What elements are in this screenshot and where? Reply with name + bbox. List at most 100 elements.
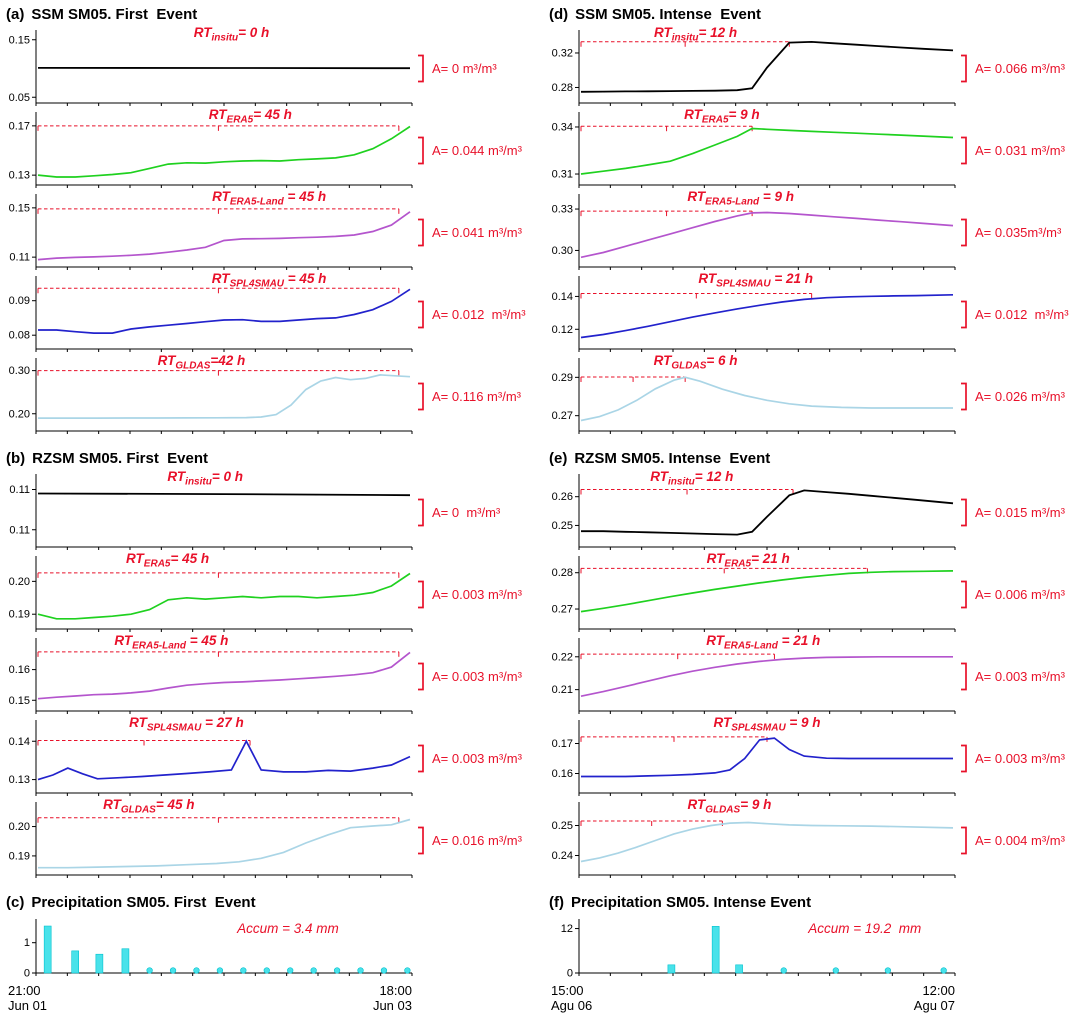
rt-prefix: RT <box>103 797 121 812</box>
amplitude-bracket <box>961 826 967 855</box>
series-line-SPL4SMAU <box>580 293 954 339</box>
rt-value: = 0 h <box>211 469 243 484</box>
rt-series-subscript: ERA5-Land <box>723 640 778 652</box>
y-tick-label: 0 <box>24 968 30 980</box>
y-tick-label: 0.17 <box>552 738 573 750</box>
panel-label: (a) <box>6 6 25 23</box>
precip-bar <box>711 926 720 974</box>
y-tick-label: 0.15 <box>9 34 30 46</box>
amplitude-bracket <box>418 826 424 855</box>
amplitude-bracket <box>418 580 424 609</box>
x-time-right: 18:00 <box>379 983 412 998</box>
series-line-ERA5 <box>37 125 411 178</box>
rt-value: = 27 h <box>201 715 244 730</box>
rt-prefix: RT <box>157 353 176 368</box>
panel-title-text: Precipitation SM05. Intense Event <box>571 894 812 911</box>
series-line-SPL4SMAU <box>581 737 953 778</box>
y-tick-label: 0.11 <box>9 484 30 496</box>
precip-bar <box>121 948 130 974</box>
accum-label-f: Accum = 19.2 mm <box>808 921 922 936</box>
rt-value: = 12 h <box>694 469 734 484</box>
precip-bar <box>71 950 79 974</box>
subplot-b-GLDAS: 0.20 0.19 RTGLDAS= 45 h A= 0.016 m³/m³ <box>0 797 543 881</box>
rt-series-subscript: insitu <box>211 32 239 44</box>
y-tick-label: 0.16 <box>9 664 30 676</box>
precip-dot <box>380 967 388 974</box>
y-tick-label: 0.09 <box>9 295 30 307</box>
plot-d-SPL4SMAU: 0.14 0.12 <box>552 276 967 352</box>
precip-dot <box>169 967 177 974</box>
series-line-GLDAS <box>580 376 953 422</box>
panel-title-text: SSM SM05. Intense Event <box>575 6 762 23</box>
subplot-d-GLDAS: 0.29 0.27 RTGLDAS= 6 h A= 0.026 m³/m³ <box>543 353 1086 437</box>
y-tick-label: 0.34 <box>552 121 573 133</box>
plot-a-SPL4SMAU: 0.09 0.08 <box>9 276 424 352</box>
rt-series-subscript: ERA5 <box>701 114 729 126</box>
amplitude-bracket <box>961 218 967 247</box>
plot-b-SPL4SMAU: 0.14 0.13 <box>9 720 424 796</box>
amplitude-label-d-insitu: A= 0.066 m³/m³ <box>975 60 1065 76</box>
plot-e-insitu: 0.26 0.25 <box>552 474 967 550</box>
y-tick-label: 12 <box>561 923 573 935</box>
subplot-b-ERA5-Land: 0.16 0.15 RTERA5-Land = 45 h A= 0.003 m³/m³ <box>0 633 543 717</box>
rt-prefix: RT <box>653 353 672 368</box>
rt-prefix: RT <box>114 633 133 648</box>
panel-title-text: Precipitation SM05. First Event <box>31 894 256 911</box>
subplot-a-ERA5-Land: 0.15 0.11 RTERA5-Land = 45 h A= 0.041 m³/m³ <box>0 189 543 273</box>
y-tick-label: 0.21 <box>552 684 573 696</box>
series-line-insitu <box>580 40 954 93</box>
amplitude-bracket <box>418 498 424 527</box>
subplot-d-SPL4SMAU: 0.14 0.12 RTSPL4SMAU = 21 h A= 0.012 m³/m³ <box>543 271 1086 355</box>
rt-series-subscript: ERA5-Land <box>705 196 760 208</box>
y-tick-label: 0.25 <box>552 520 573 532</box>
subplot-e-ERA5-Land: 0.22 0.21 RTERA5-Land = 21 h A= 0.003 m³/m³ <box>543 633 1086 717</box>
panel-d-title: (d) SSM SM05. Intense Event <box>543 0 1086 27</box>
rt-label-a-ERA5: RTERA5= 45 h <box>209 107 292 126</box>
precip-dot <box>240 967 247 974</box>
series-line-ERA5 <box>580 127 954 175</box>
x-axis-label-left: 21:00 Jun 01 <box>8 983 47 1013</box>
amplitude-bracket <box>961 498 967 527</box>
precip-plot-c: 1 0 Accum = 3.4 mm <box>0 915 543 983</box>
rt-series-subscript: ERA5 <box>143 558 171 570</box>
panel-e: (e) RZSM SM05. Intense Event 0.26 0.25 RTins… <box>543 444 1086 888</box>
y-tick-label: 0.30 <box>552 245 573 257</box>
subplot-b-insitu: 0.11 0.11 RTinsitu= 0 h A= 0 m³/m³ <box>0 469 543 553</box>
x-time-left: 21:00 <box>8 983 41 998</box>
rt-prefix: RT <box>650 469 669 484</box>
rt-series-subscript: insitu <box>185 476 212 488</box>
y-tick-label: 0.26 <box>552 491 573 503</box>
plot-b-ERA5: 0.20 0.19 <box>9 556 424 632</box>
plot-a-GLDAS: 0.30 0.20 <box>9 358 424 434</box>
y-tick-label: 0.13 <box>9 774 30 786</box>
rt-value: = 45 h <box>155 797 195 812</box>
y-tick-label: 0.32 <box>552 47 573 59</box>
rt-series-subscript: insitu <box>668 476 695 488</box>
rt-series-subscript: GLDAS <box>175 360 211 372</box>
rt-label-e-SPL4SMAU: RTSPL4SMAU = 9 h <box>713 715 820 734</box>
amplitude-bracket <box>418 744 424 773</box>
plot-f-precip: 12 0 <box>561 919 956 980</box>
subplot-d-ERA5: 0.34 0.31 RTERA5= 9 h A= 0.031 m³/m³ <box>543 107 1086 191</box>
column-right: (d) SSM SM05. Intense Event 0.32 0.28 RTinsi… <box>543 0 1086 1013</box>
y-tick-label: 0.20 <box>9 408 30 420</box>
x-time-left: 15:00 <box>551 983 584 998</box>
amplitude-label-b-insitu: A= 0 m³/m³ <box>432 504 501 520</box>
precip-plot-f: 12 0 Accum = 19.2 mm <box>543 915 1086 983</box>
amplitude-label-d-ERA5: A= 0.031 m³/m³ <box>975 142 1065 158</box>
amplitude-label-d-ERA5-Land: A= 0.035m³/m³ <box>975 224 1062 240</box>
panel-label: (f) <box>549 894 564 911</box>
precip-dot <box>193 967 200 974</box>
rt-label-e-GLDAS: RTGLDAS= 9 h <box>687 797 771 816</box>
plot-d-ERA5: 0.34 0.31 <box>552 112 967 188</box>
x-time-right: 12:00 <box>922 983 955 998</box>
amplitude-bracket <box>961 580 967 609</box>
y-tick-label: 0.16 <box>552 768 573 780</box>
series-line-ERA5-Land <box>37 651 411 700</box>
series-line-ERA5 <box>37 572 411 620</box>
amplitude-label-b-ERA5-Land: A= 0.003 m³/m³ <box>432 668 522 684</box>
amplitude-bracket <box>961 54 967 83</box>
rt-value: = 21 h <box>770 271 814 286</box>
y-tick-label: 0.20 <box>9 576 30 588</box>
panel-title-text: RZSM SM05. First Event <box>32 450 209 467</box>
